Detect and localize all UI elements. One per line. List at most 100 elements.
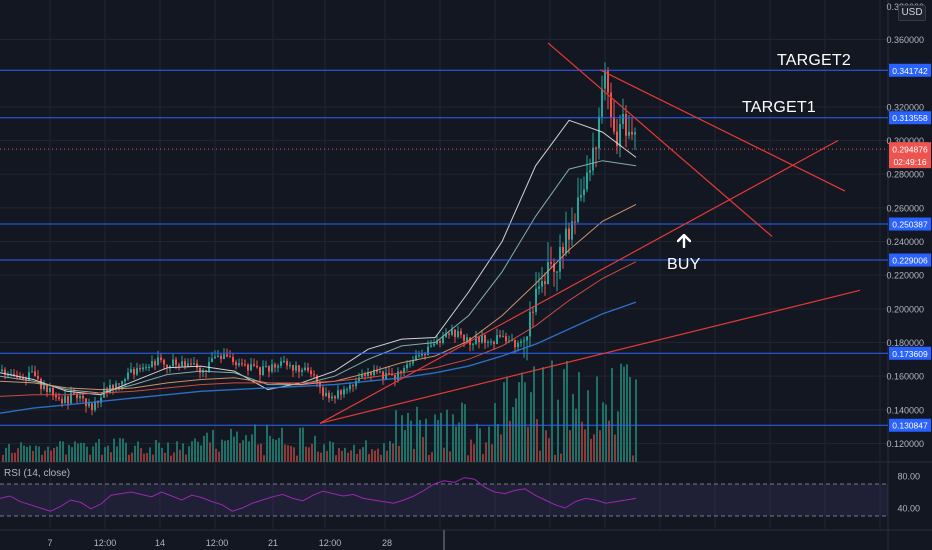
- candle-body: [19, 377, 21, 379]
- candle-body: [568, 228, 570, 240]
- volume-bar: [596, 376, 598, 462]
- candle-body: [535, 288, 537, 312]
- volume-bar: [569, 430, 571, 462]
- volume-bar: [122, 438, 124, 462]
- candle-body: [439, 340, 441, 343]
- volume-bar: [503, 382, 505, 462]
- volume-bar: [32, 450, 34, 462]
- volume-bar: [350, 450, 352, 462]
- volume-bar: [539, 450, 541, 462]
- volume-bar: [83, 442, 85, 462]
- volume-bar: [461, 402, 463, 462]
- volume-bar: [164, 452, 166, 462]
- candle-body: [433, 343, 435, 346]
- candle-body: [148, 366, 150, 368]
- volume-bar: [23, 445, 25, 462]
- volume-bar: [146, 453, 148, 462]
- horizontal-level-label: 0.341742: [892, 66, 928, 76]
- volume-bar: [314, 435, 316, 462]
- candle-body: [529, 311, 531, 337]
- candle-body: [31, 371, 33, 373]
- volume-bar: [368, 454, 370, 462]
- volume-bar: [410, 420, 412, 462]
- volume-bar: [278, 437, 280, 462]
- price-tick-label: 0.300000: [886, 136, 924, 146]
- volume-bar: [542, 367, 544, 462]
- candle-body: [145, 367, 147, 369]
- candle-body: [127, 372, 129, 380]
- volume-bar: [629, 376, 631, 462]
- candle-body: [625, 113, 627, 136]
- horizontal-level-tag: [889, 253, 931, 267]
- candle-body: [427, 346, 429, 356]
- volume-bar: [584, 429, 586, 462]
- volume-bar: [251, 434, 253, 462]
- volume-bar: [488, 426, 490, 462]
- candle-body: [124, 379, 126, 382]
- horizontal-level-tag: [889, 418, 931, 432]
- candle-body: [115, 383, 117, 389]
- candle-body: [577, 197, 579, 223]
- candle-body: [100, 397, 102, 403]
- trendline: [319, 140, 839, 424]
- currency-badge[interactable]: USD: [898, 5, 926, 21]
- candle-body: [178, 364, 180, 366]
- volume-bar: [176, 441, 178, 462]
- candle-body: [157, 357, 159, 366]
- volume-bar: [500, 434, 502, 462]
- volume-bar: [302, 427, 304, 462]
- candle-body: [523, 340, 525, 342]
- candle-body: [595, 147, 597, 149]
- volume-bar: [68, 444, 70, 462]
- candle-body: [37, 375, 39, 379]
- candle-body: [295, 365, 297, 371]
- volume-histogram: [2, 360, 637, 462]
- volume-bar: [170, 455, 172, 462]
- time-tick-label: 12:00: [206, 538, 229, 548]
- price-tick-label: 0.360000: [886, 35, 924, 45]
- price-tick-label: 0.120000: [886, 439, 924, 449]
- volume-bar: [149, 447, 151, 462]
- candle-body: [244, 364, 246, 366]
- candle-body: [631, 131, 633, 135]
- volume-bar: [98, 439, 100, 462]
- candle-body: [502, 336, 504, 338]
- candle-body: [526, 336, 528, 341]
- price-tick-label: 0.160000: [886, 372, 924, 382]
- volume-bar: [167, 442, 169, 462]
- candle-body: [451, 329, 453, 335]
- candle-body: [34, 371, 36, 376]
- candle-body: [262, 366, 264, 376]
- volume-bar: [281, 427, 283, 462]
- volume-bar: [245, 435, 247, 462]
- volume-bar: [155, 439, 157, 462]
- candle-body: [472, 343, 474, 345]
- candle-body: [463, 334, 465, 341]
- candle-body: [601, 88, 603, 117]
- volume-bar: [119, 438, 121, 462]
- volume-bar: [428, 454, 430, 462]
- volume-bar: [263, 455, 265, 462]
- candle-body: [289, 364, 291, 366]
- candle-body: [493, 341, 495, 344]
- volume-bar: [14, 452, 16, 462]
- candle-body: [499, 335, 501, 337]
- candle-body: [268, 366, 270, 372]
- volume-bar: [257, 444, 259, 462]
- candle-body: [283, 360, 285, 362]
- volume-bar: [551, 360, 553, 462]
- candle-body: [553, 263, 555, 272]
- candle-body: [118, 383, 120, 385]
- volume-bar: [338, 448, 340, 462]
- price-tick-label: 0.240000: [886, 237, 924, 247]
- candle-body: [58, 397, 60, 399]
- candle-body: [193, 363, 195, 365]
- candle-body: [274, 364, 276, 368]
- volume-bar: [392, 443, 394, 462]
- candle-body: [70, 393, 72, 404]
- candle-body: [241, 363, 243, 365]
- candle-body: [208, 362, 210, 372]
- candle-body: [556, 271, 558, 273]
- volume-bar: [563, 369, 565, 462]
